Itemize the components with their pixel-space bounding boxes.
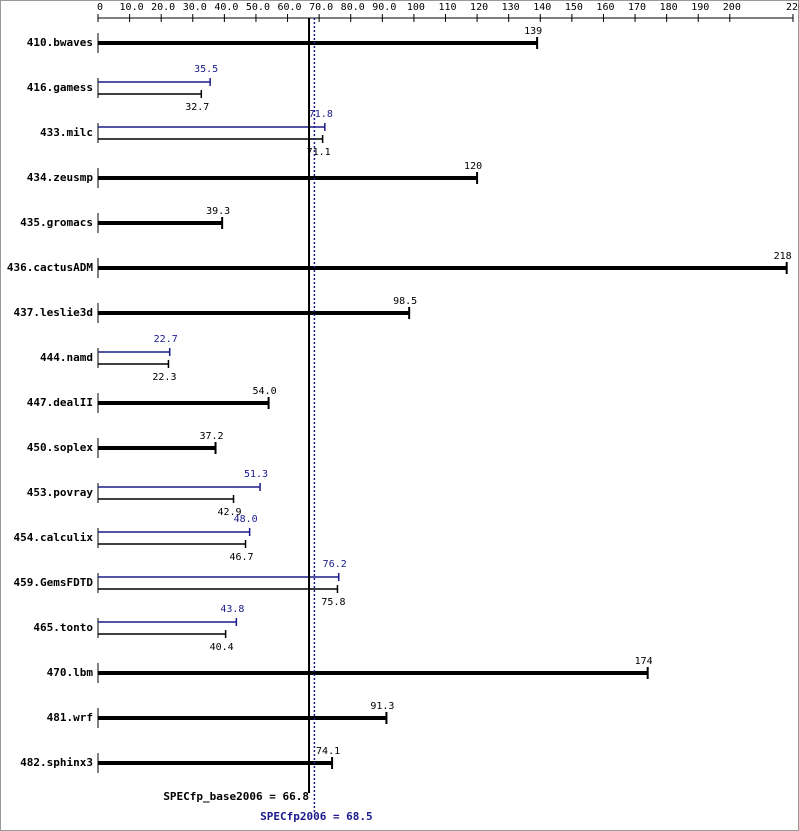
- x-tick-label: 40.0: [214, 2, 238, 13]
- category-label: 447.dealII: [27, 396, 93, 409]
- reference-label: SPECfp_base2006 = 66.8: [163, 790, 309, 803]
- value-label: 35.5: [194, 64, 218, 75]
- value-label: 91.3: [370, 701, 394, 712]
- value-label: 43.8: [220, 604, 244, 615]
- value-label: 32.7: [185, 102, 209, 113]
- x-tick-label: 130: [502, 2, 520, 13]
- value-label: 22.3: [152, 372, 176, 383]
- category-label: 481.wrf: [47, 711, 93, 724]
- value-label: 76.2: [323, 559, 347, 570]
- value-label: 75.8: [321, 597, 345, 608]
- x-tick-label: 200: [723, 2, 741, 13]
- category-label: 459.GemsFDTD: [14, 576, 94, 589]
- category-label: 410.bwaves: [27, 36, 93, 49]
- x-tick-label: 190: [691, 2, 709, 13]
- category-label: 482.sphinx3: [20, 756, 93, 769]
- value-label: 120: [464, 161, 482, 172]
- x-tick-label: 120: [470, 2, 488, 13]
- value-label: 71.8: [309, 109, 333, 120]
- x-tick-label: 0: [97, 2, 103, 13]
- category-label: 444.namd: [40, 351, 93, 364]
- value-label: 51.3: [244, 469, 268, 480]
- x-tick-label: 10.0: [120, 2, 144, 13]
- value-label: 46.7: [229, 552, 253, 563]
- category-label: 437.leslie3d: [14, 306, 93, 319]
- category-label: 453.povray: [27, 486, 94, 499]
- x-tick-label: 220: [786, 2, 799, 13]
- x-tick-label: 50.0: [246, 2, 270, 13]
- x-tick-label: 70.0: [309, 2, 333, 13]
- x-tick-label: 80.0: [341, 2, 365, 13]
- value-label: 98.5: [393, 296, 417, 307]
- x-tick-label: 180: [660, 2, 678, 13]
- category-label: 450.soplex: [27, 441, 94, 454]
- value-label: 74.1: [316, 746, 340, 757]
- value-label: 37.2: [199, 431, 223, 442]
- value-label: 54.0: [253, 386, 277, 397]
- x-tick-label: 90.0: [372, 2, 396, 13]
- x-tick-label: 150: [565, 2, 583, 13]
- x-tick-label: 140: [533, 2, 551, 13]
- x-tick-label: 170: [628, 2, 646, 13]
- value-label: 218: [774, 251, 792, 262]
- value-label: 39.3: [206, 206, 230, 217]
- x-tick-label: 30.0: [183, 2, 207, 13]
- value-label: 71.1: [307, 147, 331, 158]
- category-label: 416.gamess: [27, 81, 93, 94]
- x-tick-label: 110: [438, 2, 456, 13]
- value-label: 42.9: [217, 507, 241, 518]
- value-label: 139: [524, 26, 542, 37]
- value-label: 40.4: [210, 642, 234, 653]
- category-label: 465.tonto: [33, 621, 93, 634]
- x-tick-label: 100: [407, 2, 425, 13]
- reference-label: SPECfp2006 = 68.5: [260, 810, 373, 823]
- category-label: 433.milc: [40, 126, 93, 139]
- value-label: 174: [635, 656, 653, 667]
- value-label: 48.0: [234, 514, 258, 525]
- category-label: 470.lbm: [47, 666, 94, 679]
- category-label: 435.gromacs: [20, 216, 93, 229]
- x-tick-label: 160: [596, 2, 614, 13]
- x-tick-label: 20.0: [151, 2, 175, 13]
- category-label: 454.calculix: [14, 531, 94, 544]
- category-label: 434.zeusmp: [27, 171, 94, 184]
- value-label: 22.7: [154, 334, 178, 345]
- category-label: 436.cactusADM: [7, 261, 93, 274]
- x-tick-label: 60.0: [277, 2, 301, 13]
